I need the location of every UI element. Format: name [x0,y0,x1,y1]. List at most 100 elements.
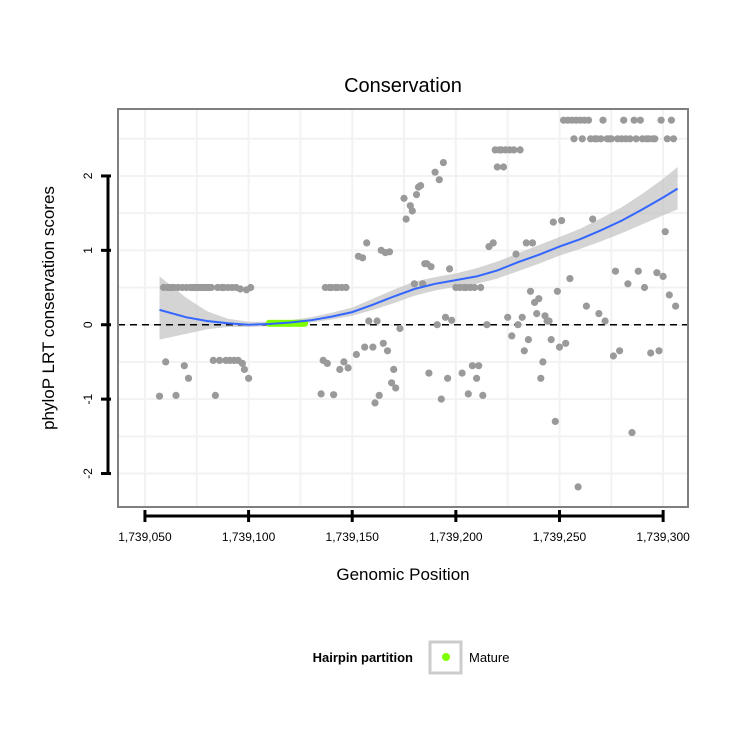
data-point [634,267,642,275]
data-point [427,263,435,271]
data-point [448,316,456,324]
data-point [336,365,344,373]
data-point [402,215,410,223]
axes: 1,739,050 1,739,100 1,739,150 1,739,200 1,73… [81,172,690,544]
panel-frame [117,108,689,508]
data-point [533,310,541,318]
data-point [537,374,545,382]
data-point [630,116,638,124]
data-point [435,176,443,184]
data-point [657,116,665,124]
data-point [632,135,640,143]
data-point [180,362,188,370]
data-point [437,395,445,403]
data-point [317,390,325,398]
data-point [475,362,483,370]
smooth-curve [159,187,679,326]
data-point [470,283,479,292]
x-tick-label: 1,739,300 [636,530,690,544]
data-point [562,339,570,347]
data-point [663,135,671,143]
data-point [640,283,649,292]
data-point [433,321,441,329]
data-point [578,135,586,143]
data-point [379,339,387,347]
data-point [425,369,433,377]
data-point [528,239,537,247]
data-point [363,239,371,247]
data-point [647,349,655,357]
data-point [512,250,520,258]
data-point [549,218,557,226]
data-point [323,359,331,367]
data-point [216,356,224,364]
data-point [211,391,219,399]
data-point [240,365,248,373]
data-point [653,269,661,277]
y-tick-label: 0 [81,321,95,328]
data-point [661,228,669,236]
data-point [390,365,398,373]
data-point [655,347,663,355]
data-point [207,283,215,292]
data-point [385,248,394,256]
data-point [473,374,481,382]
data-point [636,116,644,124]
data-point [547,336,555,344]
data-point [344,364,352,372]
data-point [396,324,404,333]
data-point [551,417,559,425]
legend-mature-key [442,653,450,661]
data-point [599,116,607,124]
data-point [566,275,574,283]
data-point [373,317,381,325]
data-point [400,194,408,202]
data-point [365,317,373,325]
data-point [584,116,593,124]
x-tick-label: 1,739,150 [326,530,380,544]
data-point [589,215,597,223]
data-point [651,135,659,143]
data-point [611,267,620,275]
data-point [468,362,476,370]
data-point [369,343,377,351]
data-point [574,483,582,491]
data-point [383,347,392,355]
data-point [330,391,338,399]
data-point [582,302,591,310]
data-point [441,313,450,321]
data-point [483,321,491,329]
data-point [342,283,350,292]
data-point [628,429,636,437]
data-point [508,332,516,340]
data-point [236,285,244,293]
y-tick-label: -1 [81,393,95,404]
data-point [672,302,680,310]
plot-background [118,109,688,507]
data-point [499,163,508,171]
data-point [514,321,522,329]
y-axis-label: phyloP LRT conservation scores [39,186,58,430]
legend-mature-label: Mature [469,650,509,665]
data-point [238,359,246,367]
data-point [558,217,566,225]
data-point [375,391,383,399]
data-point [172,391,180,399]
data-point [371,399,379,407]
data-point [504,313,512,321]
x-tick-label: 1,739,200 [429,530,483,544]
data-point [444,374,452,382]
data-point [247,283,255,292]
data-point [626,135,634,143]
data-point [162,358,170,366]
data-point [607,135,615,143]
data-point [431,168,439,176]
data-point [493,163,501,171]
data-point [518,313,526,321]
data-point [410,280,418,288]
data-point [570,135,578,143]
data-point [408,207,416,215]
data-point [553,287,562,295]
data-point [669,135,678,143]
data-point [155,392,164,400]
